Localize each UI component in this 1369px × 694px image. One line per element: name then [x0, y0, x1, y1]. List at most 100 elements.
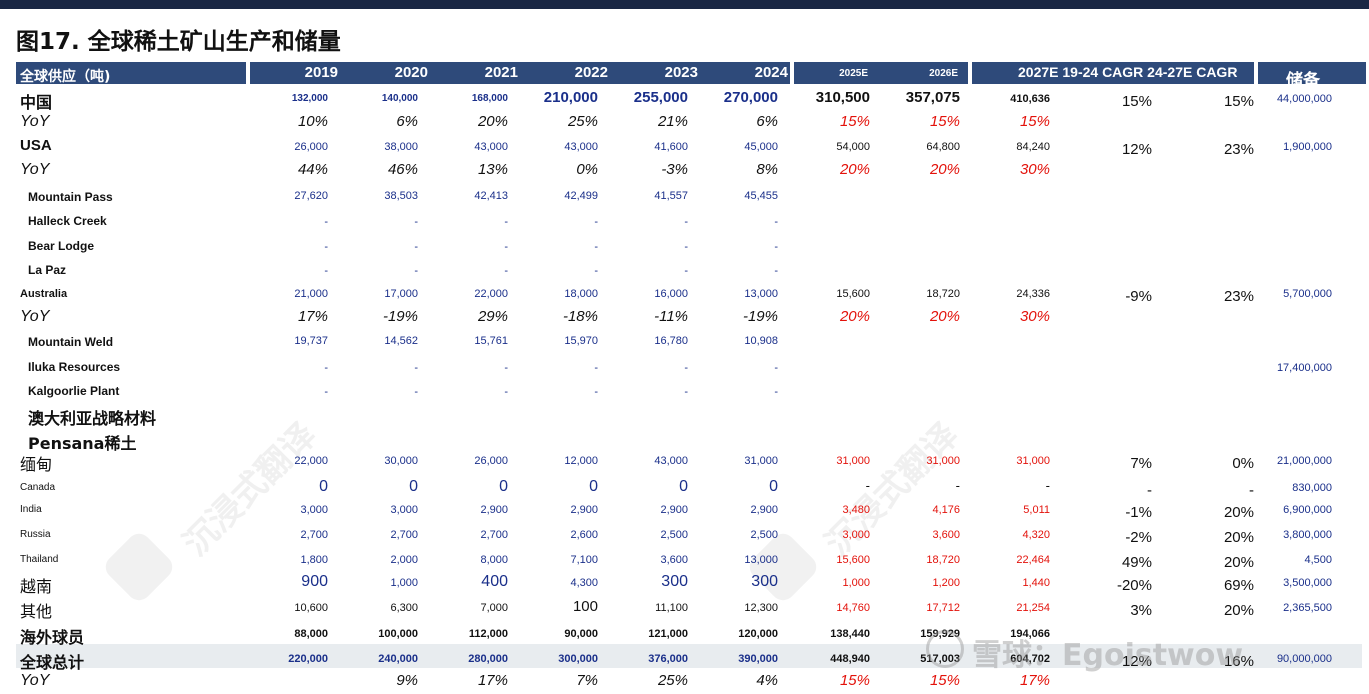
table-cell: 3,000 [842, 529, 870, 541]
row-label: 越南 [20, 577, 53, 596]
table-cell: - [414, 241, 418, 253]
table-cell: - [324, 216, 328, 228]
table-row: 中国 132,000 140,000 168,000 210,000 255,000 270… [0, 89, 1369, 112]
table-cell: 17,712 [926, 602, 960, 614]
table-cell: 270,000 [723, 89, 778, 106]
header-band-reserves [1258, 62, 1366, 84]
table-cell: 2,700 [300, 529, 328, 541]
table-cell: 132,000 [291, 93, 328, 104]
table-cell: 38,000 [384, 141, 418, 153]
table-cell: 90,000 [564, 628, 598, 640]
table-cell: 31,000 [744, 455, 778, 467]
table-cell: - [684, 362, 688, 374]
row-label: 全球总计 [20, 653, 85, 672]
table-cell: 16,780 [654, 335, 688, 347]
table-cell: 3,000 [390, 504, 418, 516]
row-label: Kalgoorlie Plant [28, 384, 120, 398]
table-cell: - [414, 216, 418, 228]
table-cell: 23% [1223, 288, 1254, 305]
row-label: India [20, 504, 42, 515]
table-cell: 21,000 [294, 288, 328, 300]
table-cell: - [774, 362, 778, 374]
row-label: Thailand [20, 554, 59, 565]
table-cell: 24,336 [1016, 288, 1050, 300]
table-cell: - [774, 386, 778, 398]
table-cell: 2,000 [390, 554, 418, 566]
table-cell: 9% [396, 672, 418, 689]
table-row: Halleck Creek - - - - - - [0, 210, 1369, 232]
table-cell: 25% [567, 113, 598, 130]
table-cell: 1,440 [1022, 577, 1050, 589]
table-cell: 54,000 [836, 141, 870, 153]
table-cell: 16,000 [654, 288, 688, 300]
table-cell: 13% [477, 161, 508, 178]
table-cell: 30,000 [384, 455, 418, 467]
table-cell: 1,000 [842, 577, 870, 589]
table-cell: 15% [1223, 93, 1254, 110]
table-cell: 448,940 [830, 653, 870, 665]
table-cell: 5,700,000 [1283, 288, 1332, 300]
row-label: Australia [20, 288, 68, 300]
table-cell: 2,700 [480, 529, 508, 541]
table-row: YoY 17% -19% 29% -18% -11% -19% 20% 20% 30% [0, 308, 1369, 330]
table-cell: 10,600 [294, 602, 328, 614]
table-cell: 0% [576, 161, 598, 178]
table-row: India 3,000 3,000 2,900 2,900 2,900 2,900 3,480… [0, 500, 1369, 522]
row-label: Mountain Pass [28, 190, 113, 204]
row-label: Iluka Resources [28, 360, 121, 374]
table-cell: 12,000 [564, 455, 598, 467]
table-cell: 2,900 [660, 504, 688, 516]
table-cell: 16% [1223, 653, 1254, 670]
table-cell: 31,000 [1016, 455, 1050, 467]
table-cell: 20% [1223, 504, 1254, 521]
table-cell: 69% [1223, 577, 1254, 594]
table-cell: 7,000 [480, 602, 508, 614]
table-cell: 7,100 [570, 554, 598, 566]
header-band-years [250, 62, 790, 84]
table-cell: - [414, 386, 418, 398]
total-row-band [16, 644, 1362, 668]
table-row: YoY 44% 46% 13% 0% -3% 8% 20% 20% 30% [0, 161, 1369, 183]
table-cell: 2,500 [750, 529, 778, 541]
row-label: Mountain Weld [28, 335, 114, 349]
table-cell: 15,761 [474, 335, 508, 347]
table-cell: 20% [839, 161, 870, 178]
table-cell: - [684, 216, 688, 228]
table-cell: 8,000 [480, 554, 508, 566]
table-cell: 6,300 [390, 602, 418, 614]
table-cell: 4,300 [570, 577, 598, 589]
row-label: YoY [20, 308, 50, 325]
xueqiu-logo [926, 630, 964, 668]
table-row: 澳大利亚战略材料 [0, 405, 1369, 428]
table-cell: 2,900 [480, 504, 508, 516]
table-cell: 240,000 [378, 653, 418, 665]
table-row: Australia 21,000 17,000 22,000 18,000 16,000 1… [0, 284, 1369, 306]
header-est-year: 2026E [929, 68, 958, 79]
table-cell: 376,000 [648, 653, 688, 665]
table-cell: -18% [562, 308, 598, 325]
table-cell: -19% [742, 308, 778, 325]
table-cell: 15% [929, 672, 960, 689]
table-cell: 20% [929, 308, 960, 325]
table-cell: 7% [576, 672, 598, 689]
table-cell: 100 [572, 598, 598, 615]
table-cell: - [684, 265, 688, 277]
table-cell: 17% [477, 672, 508, 689]
table-cell: 26,000 [294, 141, 328, 153]
table-cell: 2,600 [570, 529, 598, 541]
table-cell: 44% [297, 161, 328, 178]
row-label: USA [20, 137, 52, 154]
table-cell: 0% [1232, 455, 1254, 472]
table-cell: 112,000 [468, 628, 508, 640]
header-est-year: 2025E [839, 68, 868, 79]
table-row: La Paz - - - - - - [0, 259, 1369, 281]
table-cell: - [684, 241, 688, 253]
table-row: Mountain Pass 27,620 38,503 42,413 42,499 41,… [0, 186, 1369, 208]
header-year: 2021 [484, 64, 518, 81]
table-cell: 20% [929, 161, 960, 178]
header-year: 2024 [754, 64, 788, 81]
table-cell: 0 [319, 478, 328, 495]
table-cell: 13,000 [744, 288, 778, 300]
header-year: 2019 [304, 64, 338, 81]
table-cell: 220,000 [288, 653, 328, 665]
